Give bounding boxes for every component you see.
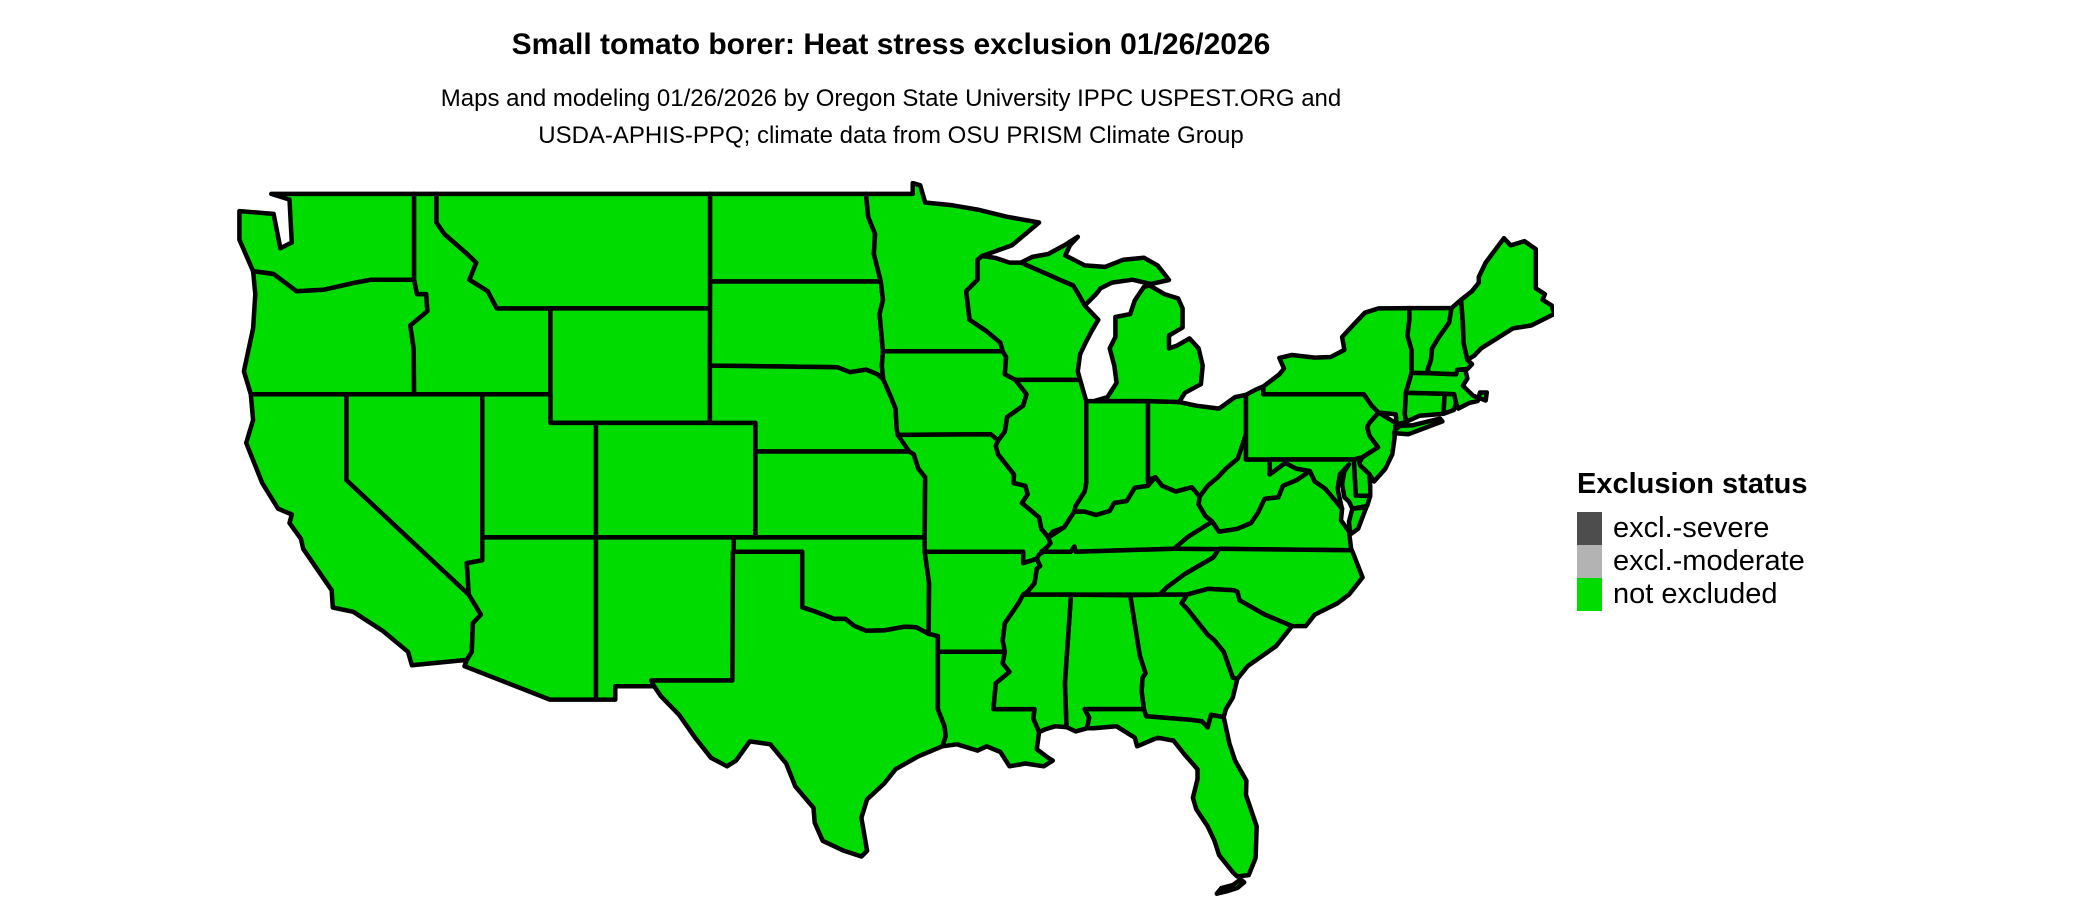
legend-label: excl.-severe (1613, 512, 1770, 544)
state-florida (1082, 706, 1259, 896)
state-arizona (462, 535, 599, 702)
state-colorado (593, 420, 758, 540)
us-choropleth-map (228, 181, 1554, 898)
page-subtitle: Maps and modeling 01/26/2026 by Oregon S… (128, 80, 1654, 154)
state-wisconsin (963, 253, 1101, 383)
page-title: Small tomato borer: Heat stress exclusio… (511, 28, 1271, 61)
legend-item-not-excluded: not excluded (1577, 578, 1807, 611)
legend-swatch (1577, 512, 1602, 545)
state-pennsylvania (1243, 384, 1381, 462)
state-michigan (1018, 234, 1205, 405)
subtitle-line-2: USDA-APHIS-PPQ; climate data from OSU PR… (538, 122, 1244, 149)
legend-title: Exclusion status (1577, 468, 1808, 500)
subtitle-line-1: Maps and modeling 01/26/2026 by Oregon S… (440, 85, 1342, 112)
legend-swatch (1577, 545, 1602, 578)
legend-label: excl.-moderate (1613, 545, 1805, 577)
state-wyoming (548, 306, 713, 426)
legend-item-excl-moderate: excl.-moderate (1577, 545, 1807, 578)
exclusion-status-legend: Exclusion status excl.-severe excl.-mode… (1577, 468, 1807, 611)
state-new-mexico (593, 535, 737, 702)
legend-item-excl-severe: excl.-severe (1577, 512, 1807, 545)
legend-swatch (1577, 578, 1602, 611)
state-kansas (753, 449, 928, 540)
state-mississippi (991, 592, 1074, 735)
state-texas (649, 549, 948, 859)
state-maryland (1267, 457, 1373, 511)
state-north-dakota (707, 191, 884, 284)
state-maine (1458, 235, 1554, 363)
us-map-svg (237, 181, 1554, 896)
state-oregon (241, 268, 430, 397)
legend-label: not excluded (1613, 578, 1778, 610)
